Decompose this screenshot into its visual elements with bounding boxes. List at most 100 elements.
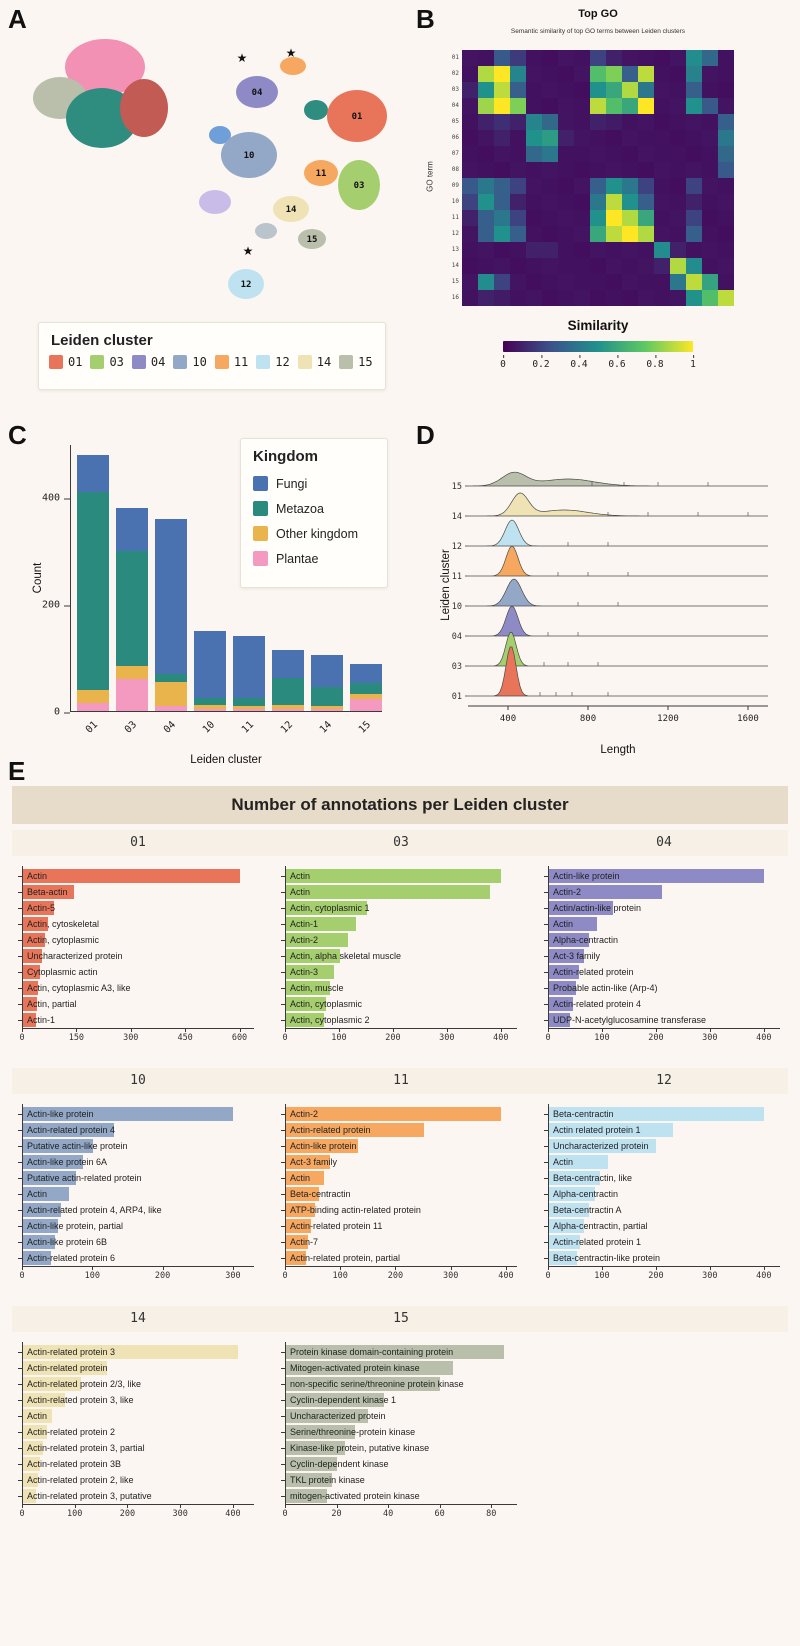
- heatmap-cell: [606, 258, 622, 274]
- annotation-label: Actin-related protein 1: [553, 1237, 642, 1247]
- annotation-label: UDP-N-acetylglucosamine transferase: [553, 1015, 707, 1025]
- heatmap-cell: [542, 50, 558, 66]
- heatmap-cell: [574, 82, 590, 98]
- annotation-y-tick: [281, 1226, 286, 1227]
- annotation-row: Actin-7: [281, 1235, 517, 1249]
- heatmap-cell: [686, 50, 702, 66]
- heatmap-cell: [622, 130, 638, 146]
- annotation-y-tick: [18, 1178, 23, 1179]
- heatmap-cell: [574, 226, 590, 242]
- annotation-label: Actin: [27, 1189, 48, 1199]
- bar-segment-plantae: [77, 703, 109, 711]
- cluster-blob: [327, 90, 387, 142]
- star-marker: ★: [237, 51, 248, 65]
- annotation-x-tick: [74, 1505, 76, 1508]
- annotation-x-tick-label: 200: [387, 1271, 404, 1281]
- panel-c-label: C: [8, 420, 27, 450]
- annotation-y-tick: [544, 1178, 549, 1179]
- annotation-x-tick: [239, 1029, 241, 1032]
- annotation-x-tick-label: 300: [123, 1033, 139, 1043]
- heatmap-cell: [462, 242, 478, 258]
- annotation-y-tick: [18, 1384, 23, 1385]
- heatmap-cell: [510, 98, 526, 114]
- heatmap-cell: [638, 226, 654, 242]
- annotation-label: Alpha-centractin, partial: [553, 1221, 648, 1231]
- bar-segment-fungi: [233, 636, 265, 698]
- annotation-y-tick: [18, 924, 23, 925]
- annotation-bar: [549, 1123, 673, 1137]
- heatmap-cell: [526, 194, 542, 210]
- cluster-blob: [304, 100, 328, 120]
- annotation-label: Actin-1: [290, 919, 319, 929]
- annotation-x-tick-label: 300: [443, 1271, 459, 1281]
- bar-segment-fungi: [155, 518, 187, 674]
- heatmap-cell: [718, 98, 734, 114]
- heatmap-cell: [670, 194, 686, 210]
- ridge-y-tick-label: 15: [452, 482, 462, 492]
- annotation-y-tick: [281, 1146, 286, 1147]
- bar-segment-plantae: [311, 708, 343, 711]
- annotation-bar: [286, 885, 491, 899]
- ridge-y-tick-label: 11: [452, 572, 462, 582]
- annotation-label: Actin-related protein 3: [27, 1347, 116, 1357]
- annotation-row: Beta-centractin: [544, 1107, 780, 1121]
- annotation-row: Probable actin-like (Arp-4): [544, 981, 780, 995]
- annotation-bar: [549, 1187, 595, 1201]
- heatmap-cell: [510, 50, 526, 66]
- annotation-row: non-specific serine/threonine protein ki…: [281, 1377, 517, 1391]
- cluster-blob: [255, 223, 277, 239]
- kingdom-legend-items: Fungi Metazoa Other kingdom Plantae: [241, 471, 387, 571]
- heatmap-cell: [462, 194, 478, 210]
- annotation-label: Actin-related protein 2, like: [27, 1475, 134, 1485]
- annotation-y-tick: [18, 1210, 23, 1211]
- heatmap-cell: [574, 194, 590, 210]
- ridge-04: [468, 605, 768, 637]
- heatmap-cell: [558, 66, 574, 82]
- legend-item-label: 10: [192, 355, 207, 369]
- heatmap-y-axis-title: GO term: [425, 161, 435, 192]
- annotation-x-tick-label: 300: [702, 1033, 718, 1043]
- ridge-y-tick-label: 03: [452, 662, 462, 672]
- heatmap-cell: [574, 114, 590, 130]
- heatmap-cell: [478, 274, 494, 290]
- heatmap-cell: [654, 146, 670, 162]
- annotation-label: Actin-like protein: [290, 1141, 357, 1151]
- annotation-row: ATP-binding actin-related protein: [281, 1203, 517, 1217]
- annotation-row: Actin-related protein 4: [18, 1123, 254, 1137]
- annotation-row: Serine/threonine-protein kinase: [281, 1425, 517, 1439]
- annotation-label: Probable actin-like (Arp-4): [553, 983, 658, 993]
- annotation-row: Actin: [544, 1155, 780, 1169]
- heatmap-cell: [638, 50, 654, 66]
- annotation-bar: [549, 965, 579, 979]
- annotation-row: Actin-related protein 2/3, like: [18, 1377, 254, 1391]
- colorbar-title: Similarity: [567, 318, 629, 333]
- heatmap-cell: [654, 210, 670, 226]
- heatmap-cell: [622, 82, 638, 98]
- heatmap-cell: [462, 258, 478, 274]
- annotation-label: Alpha-centractin: [553, 935, 619, 945]
- annotation-x-tick: [92, 1267, 94, 1270]
- heatmap-cell: [622, 194, 638, 210]
- annotation-y-tick: [544, 1020, 549, 1021]
- ridge-y-tick-label: 10: [452, 602, 462, 612]
- heatmap-cell: [558, 146, 574, 162]
- heatmap-row-label: 11: [451, 214, 459, 221]
- bar-segment-fungi: [350, 664, 382, 684]
- annotation-row: Actin-related protein 2, like: [18, 1473, 254, 1487]
- heatmap-cell: [718, 162, 734, 178]
- annotation-label: TKL protein kinase: [290, 1475, 365, 1485]
- heatmap-row-label: 05: [451, 118, 459, 125]
- annotation-row: Protein kinase domain-containing protein: [281, 1345, 517, 1359]
- annotation-row: Actin, alpha skeletal muscle: [281, 949, 517, 963]
- annotation-x-tick: [601, 1029, 603, 1032]
- annotation-x-tick: [162, 1267, 164, 1270]
- bar-segment-plantae: [116, 678, 148, 711]
- annotation-label: Uncharacterized protein: [27, 951, 123, 961]
- heatmap-cell: [590, 98, 606, 114]
- annotation-label: Actin, alpha skeletal muscle: [290, 951, 402, 961]
- annotation-label: Act-3 family: [553, 951, 601, 961]
- annotation-y-tick: [18, 1416, 23, 1417]
- annotation-x-tick-label: 0: [282, 1271, 288, 1281]
- annotation-x-tick: [395, 1267, 397, 1270]
- annotation-row: Actin, cytoskeletal: [18, 917, 254, 931]
